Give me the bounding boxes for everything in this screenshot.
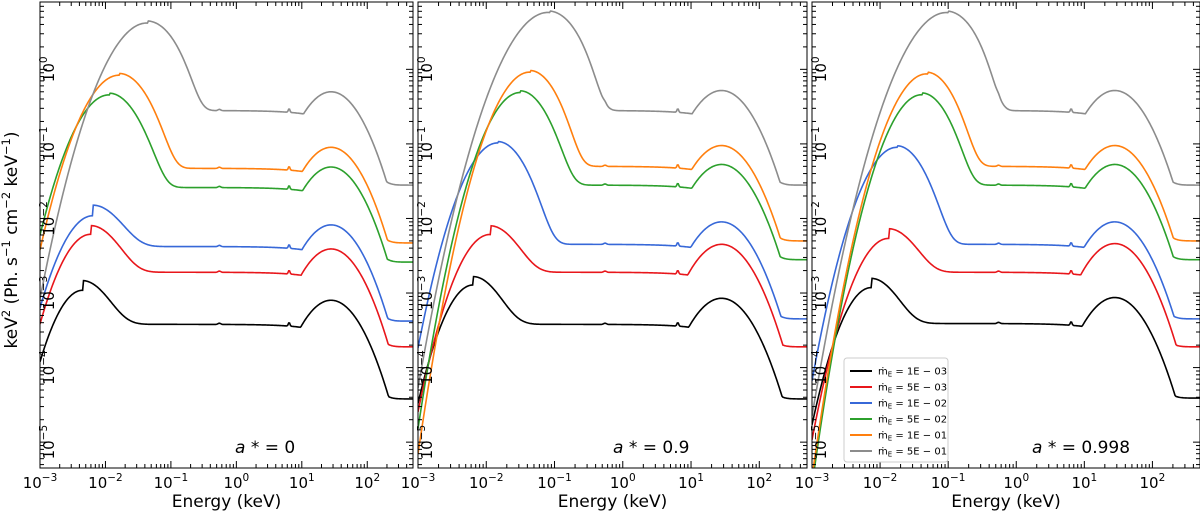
y-tick-label: 100 bbox=[416, 56, 436, 82]
series-line-3-4 bbox=[813, 92, 1200, 468]
x-tick-label: 101 bbox=[678, 472, 704, 492]
x-tick-label: 100 bbox=[610, 472, 636, 492]
x-tick-label: 100 bbox=[223, 472, 249, 492]
x-axis-label: Energy (keV) bbox=[558, 492, 668, 512]
legend-label: ṁE = 1E − 01 bbox=[878, 431, 947, 443]
y-tick-label: 10−1 bbox=[38, 127, 58, 162]
y-tick-label: 10−2 bbox=[416, 201, 436, 236]
y-tick-label: 10−5 bbox=[416, 425, 436, 460]
panel-label: a * = 0 bbox=[235, 438, 295, 458]
y-tick-label: 10−5 bbox=[810, 425, 830, 460]
x-tick-label: 102 bbox=[1140, 472, 1166, 492]
x-tick-label: 102 bbox=[354, 472, 380, 492]
series-line-2-4 bbox=[418, 89, 807, 429]
y-tick-label: 10−2 bbox=[38, 201, 58, 236]
series-line-3-6 bbox=[812, 10, 1200, 417]
x-tick-label: 10−1 bbox=[154, 472, 189, 492]
panel-label: a * = 0.9 bbox=[613, 438, 689, 458]
x-tick-label: 10−2 bbox=[88, 472, 123, 492]
series-line-3-1 bbox=[812, 277, 1200, 426]
y-tick-label: 10−4 bbox=[38, 350, 58, 385]
legend-label: ṁE = 1E − 02 bbox=[878, 399, 947, 411]
x-tick-label: 10−2 bbox=[469, 472, 504, 492]
x-tick-label: 10−2 bbox=[863, 472, 898, 492]
series-line-2-2 bbox=[418, 224, 807, 412]
y-tick-label: 10−2 bbox=[810, 201, 830, 236]
series-line-1-4 bbox=[40, 92, 413, 263]
x-tick-label: 10−3 bbox=[401, 472, 436, 492]
legend: ṁE = 1E − 03 ṁE = 5E − 03 ṁE = 1E − 02 ṁE =… bbox=[843, 357, 949, 463]
series-line-1-3 bbox=[40, 204, 413, 322]
series-line-2-5 bbox=[418, 69, 807, 454]
series-line-1-2 bbox=[40, 224, 413, 348]
x-tick-label: 102 bbox=[746, 472, 772, 492]
panel-label: a * = 0.998 bbox=[1032, 438, 1130, 458]
y-tick-label: 10−4 bbox=[810, 350, 830, 385]
x-tick-label: 101 bbox=[1071, 472, 1097, 492]
series-line-3-2 bbox=[812, 227, 1200, 440]
legend-label: ṁE = 5E − 01 bbox=[878, 447, 947, 459]
x-tick-label: 100 bbox=[1003, 472, 1029, 492]
legend-label: ṁE = 5E − 02 bbox=[878, 415, 947, 427]
y-tick-label: 10−5 bbox=[38, 425, 58, 460]
panel-frame bbox=[39, 1, 414, 469]
series-line-2-1 bbox=[418, 275, 807, 404]
y-tick-label: 10−3 bbox=[810, 276, 830, 311]
x-tick-label: 101 bbox=[289, 472, 315, 492]
y-tick-label: 100 bbox=[810, 56, 830, 82]
series-line-1-1 bbox=[40, 279, 413, 400]
series-line-2-6 bbox=[418, 10, 807, 389]
x-tick-label: 10−1 bbox=[931, 472, 966, 492]
y-tick-label: 100 bbox=[38, 56, 58, 82]
panel-2: 10−3 10−2 10−1 100 101 10210−510−410−310−210−… bbox=[401, 1, 808, 512]
series-line-1-6 bbox=[40, 20, 413, 299]
y-tick-label: 10−1 bbox=[416, 127, 436, 162]
panel-frame bbox=[417, 1, 808, 469]
legend-label: ṁE = 1E − 03 bbox=[878, 367, 947, 379]
x-axis-label: Energy (keV) bbox=[951, 492, 1061, 512]
y-axis-label: keV2 (Ph. s−1 cm−2 keV−1) bbox=[0, 132, 22, 349]
legend-label: ṁE = 5E − 03 bbox=[878, 383, 947, 395]
panel-1: 10−3 10−2 10−1 100 101 10210−510−410−310−210−… bbox=[23, 1, 414, 512]
series-line-3-5 bbox=[812, 71, 1200, 468]
series-line-1-5 bbox=[40, 72, 413, 251]
x-tick-label: 10−1 bbox=[537, 472, 572, 492]
x-tick-label: 10−3 bbox=[795, 472, 830, 492]
x-tick-label: 10−3 bbox=[23, 472, 58, 492]
y-tick-label: 10−1 bbox=[810, 127, 830, 162]
x-axis-label: Energy (keV) bbox=[172, 492, 282, 512]
series-line-2-3 bbox=[418, 140, 807, 349]
